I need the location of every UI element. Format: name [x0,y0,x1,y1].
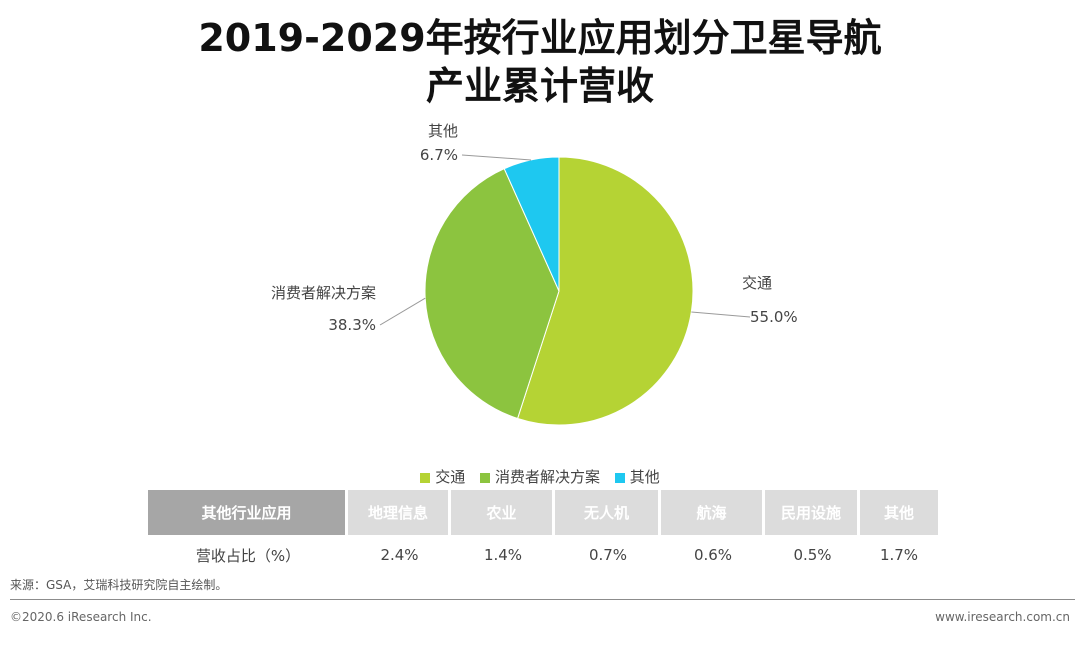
website-url: www.iresearch.com.cn [935,610,1070,624]
table-header-cell: 其他行业应用 [148,490,348,535]
table-cell: 1.4% [483,546,523,564]
legend-item-transport: 交通 [420,466,465,487]
table-header-row: 其他行业应用 地理信息 农业 无人机 航海 民用设施 其他 [148,490,938,535]
table-header-cell: 航海 [661,490,765,535]
leader-line [461,154,532,161]
legend-item-consumer: 消费者解决方案 [479,466,600,487]
table-cell: 0.5% [793,546,832,564]
legend-label: 消费者解决方案 [494,468,600,486]
label-other-pct: 6.7% [420,146,458,164]
leader-line [379,297,426,326]
source-note: 来源：GSA，艾瑞科技研究院自主绘制。 [10,578,228,592]
slice-other [503,156,560,292]
pie-chart: 交通 55.0% 消费者解决方案 38.3% 其他 6.7% [271,122,798,426]
table-header-cell: 农业 [451,490,555,535]
table-header-cell: 民用设施 [765,490,860,535]
chart-legend: 交通 消费者解决方案 其他 [0,466,1080,487]
slice-transport [516,156,694,426]
label-transport-name: 交通 [742,274,772,292]
label-transport-pct: 55.0% [750,308,798,326]
label-consumer-name: 消费者解决方案 [271,284,376,302]
table-row: 营收占比（%） 2.4% 1.4% 0.7% 0.6% 0.5% 1.7% [148,535,938,575]
table-header-cell: 无人机 [555,490,661,535]
table-cell: 1.7% [879,546,919,564]
legend-label: 交通 [435,468,466,486]
table-cell: 2.4% [380,546,419,564]
legend-swatch [479,472,490,483]
legend-swatch [614,472,625,483]
copyright: ©2020.6 iResearch Inc. [10,610,152,624]
table-cell: 0.6% [693,546,733,564]
leader-line [691,311,751,318]
chart-title-line1: 2019-2029年按行业应用划分卫星导航 [198,16,882,60]
table-header-cell: 地理信息 [348,490,451,535]
footer-divider [10,599,1075,600]
industry-share-table: 其他行业应用 地理信息 农业 无人机 航海 民用设施 其他 营收占比（%） 2.… [148,490,938,575]
table-cell: 0.7% [588,546,628,564]
legend-label: 其他 [629,468,660,486]
label-consumer-pct: 38.3% [328,316,376,334]
label-other-name: 其他 [428,122,458,140]
table-header-cell: 其他 [860,490,938,535]
legend-item-other: 其他 [614,466,660,487]
table-row-label: 营收占比（%） [195,546,301,565]
chart-title-line2: 产业累计营收 [425,64,654,108]
legend-swatch [420,472,431,483]
